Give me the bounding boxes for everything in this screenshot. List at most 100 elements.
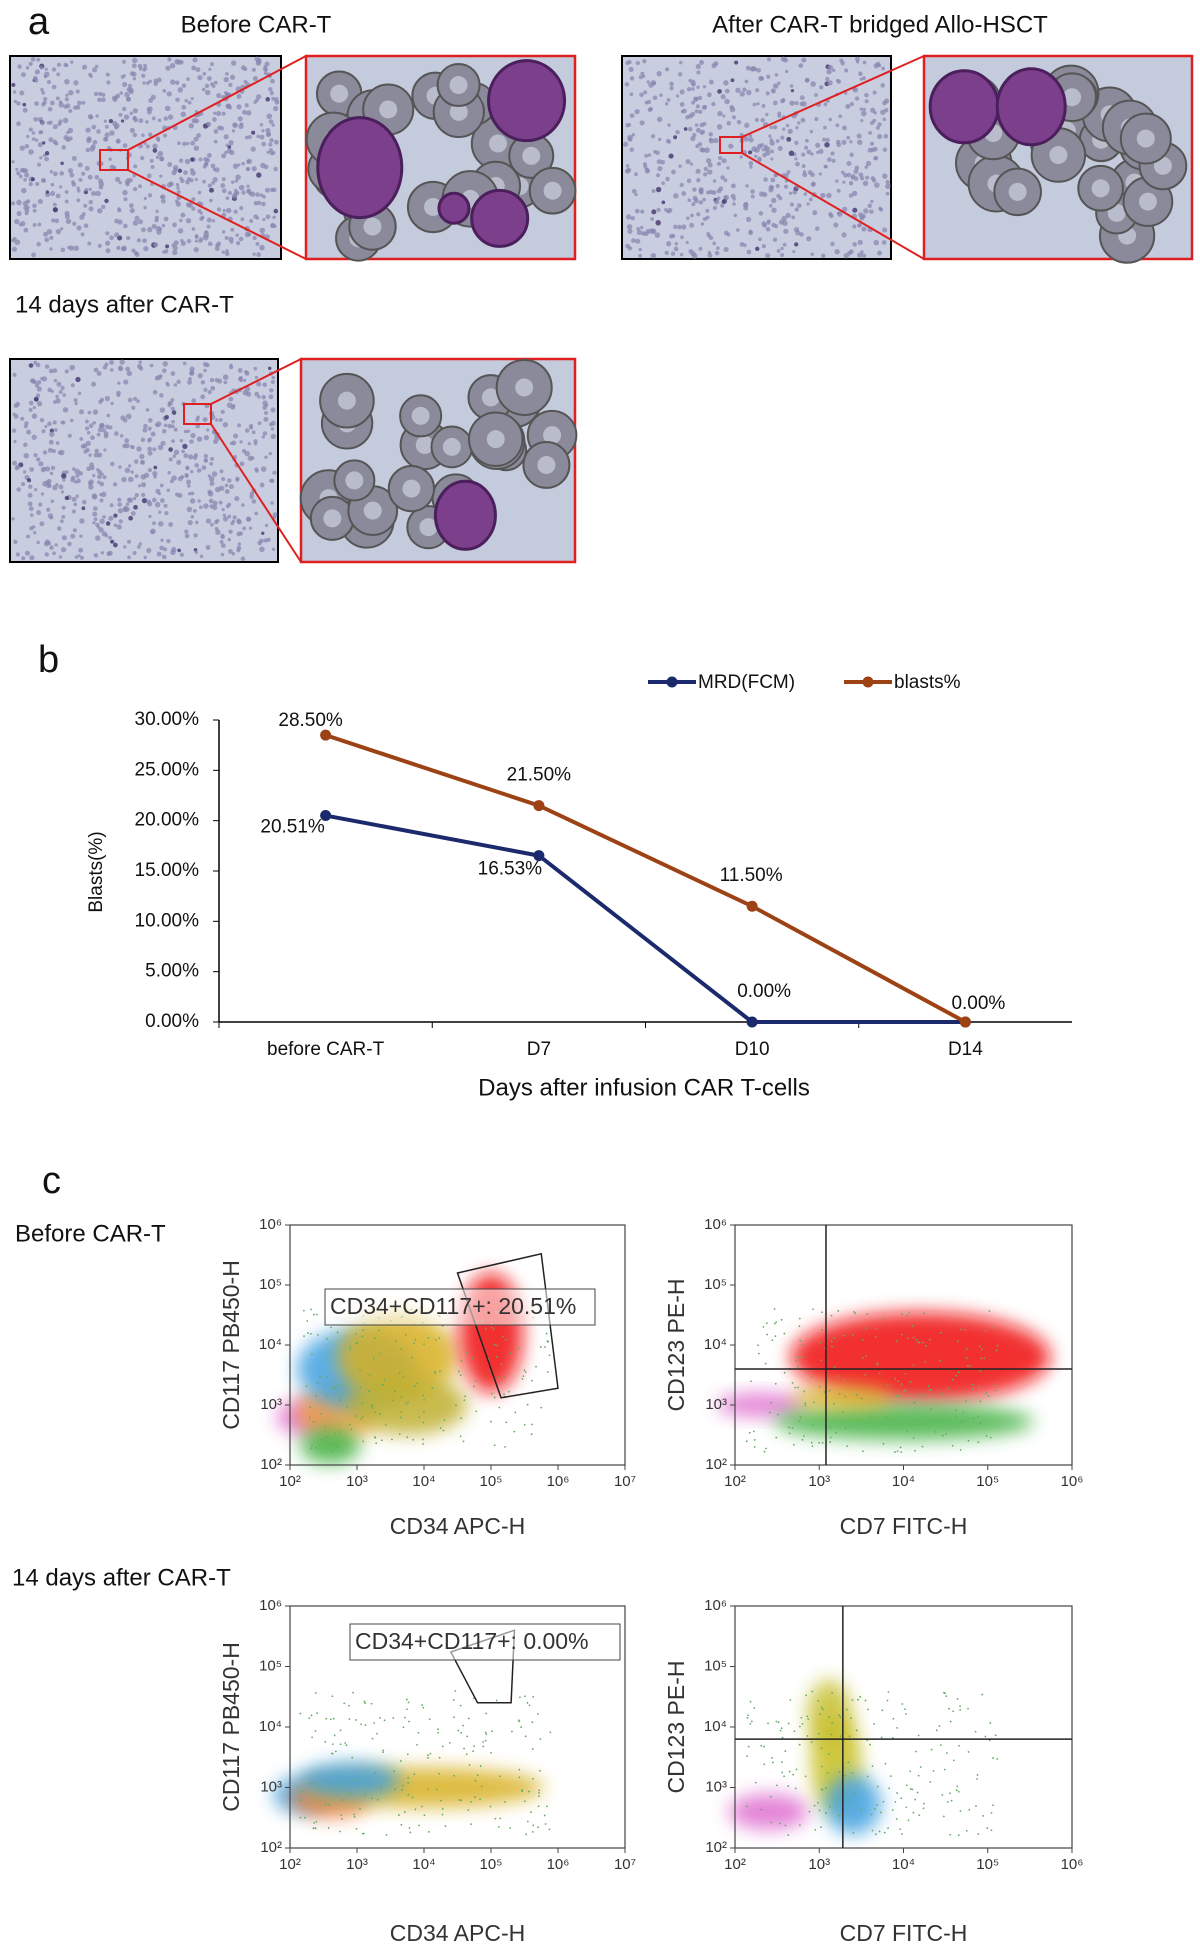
event-dot	[967, 1707, 969, 1710]
event-dot	[896, 1450, 899, 1453]
event-dot	[949, 1792, 951, 1795]
cell	[177, 476, 183, 482]
cell	[65, 470, 69, 474]
cell	[712, 241, 717, 246]
cell	[94, 448, 99, 454]
cell	[206, 224, 211, 229]
event-dot	[326, 1376, 329, 1378]
cell	[193, 533, 198, 538]
cell	[147, 450, 153, 456]
cell	[690, 213, 694, 218]
event-dot	[324, 1436, 327, 1439]
cell	[52, 551, 56, 556]
cell	[14, 465, 20, 471]
event-dot	[760, 1744, 763, 1747]
event-dot	[406, 1753, 409, 1756]
event-dot	[439, 1370, 441, 1373]
cell	[177, 168, 183, 173]
cell	[726, 121, 731, 126]
cell	[99, 518, 105, 525]
event-dot	[944, 1692, 946, 1695]
cell	[62, 407, 69, 413]
cell	[690, 136, 696, 142]
cell	[255, 241, 260, 246]
red-cell-center	[323, 509, 342, 528]
event-dot	[943, 1768, 946, 1771]
event-dot	[828, 1389, 831, 1392]
event-dot	[912, 1811, 915, 1814]
y-axis-title: CD117 PB450-H	[218, 1642, 244, 1812]
cell	[60, 547, 67, 553]
event-dot	[894, 1451, 896, 1453]
event-dot	[339, 1729, 342, 1732]
event-dot	[495, 1355, 498, 1358]
event-dot	[754, 1781, 757, 1784]
event-dot	[310, 1308, 312, 1311]
cell	[57, 526, 62, 531]
cell	[215, 110, 222, 117]
cell	[743, 136, 749, 142]
cell	[189, 370, 195, 376]
event-dot	[853, 1311, 856, 1313]
event-dot	[799, 1339, 802, 1342]
cell	[76, 225, 82, 231]
event-dot	[923, 1312, 925, 1315]
event-dot	[518, 1776, 521, 1779]
event-dot	[400, 1823, 403, 1826]
x-tick-label: 10⁶	[1061, 1473, 1084, 1490]
cell	[145, 144, 150, 149]
cell	[104, 132, 110, 138]
cell	[55, 441, 60, 445]
cell	[778, 196, 783, 201]
cell	[22, 102, 27, 107]
event-dot	[535, 1365, 537, 1368]
cell	[237, 116, 243, 122]
cell	[133, 505, 138, 510]
cell	[835, 123, 840, 128]
cell	[852, 224, 857, 229]
cell	[49, 235, 54, 240]
cell	[91, 190, 97, 196]
cell	[88, 206, 94, 212]
event-dot	[427, 1830, 430, 1833]
event-dot	[788, 1426, 791, 1429]
cell	[149, 158, 154, 163]
cell	[190, 140, 196, 146]
cell	[765, 112, 769, 117]
cell	[126, 413, 132, 420]
cell	[843, 172, 848, 178]
red-cell-center	[402, 479, 421, 498]
cell	[842, 125, 847, 131]
cell	[748, 161, 754, 166]
cell	[754, 117, 759, 122]
cell	[801, 152, 806, 157]
red-cell-center	[543, 426, 562, 445]
cell	[222, 374, 229, 380]
cell	[708, 79, 714, 85]
event-dot	[956, 1697, 959, 1700]
event-dot	[368, 1373, 371, 1376]
event-dot	[820, 1747, 823, 1750]
event-dot	[471, 1357, 474, 1360]
cell	[839, 58, 844, 63]
cell	[96, 371, 102, 376]
cell	[50, 100, 55, 106]
event-dot	[546, 1371, 549, 1373]
cell	[143, 245, 149, 252]
event-dot	[361, 1335, 364, 1338]
cell	[71, 180, 75, 185]
cell	[141, 227, 146, 233]
event-dot	[832, 1402, 835, 1405]
event-dot	[455, 1404, 457, 1407]
cell	[187, 520, 193, 526]
cell	[686, 86, 692, 92]
cell	[648, 82, 654, 88]
event-dot	[907, 1819, 910, 1822]
cell	[636, 227, 641, 231]
event-dot	[967, 1439, 970, 1442]
red-cell-center	[1063, 88, 1082, 107]
cell	[126, 497, 132, 503]
cell	[221, 250, 225, 254]
cell	[188, 123, 194, 129]
event-dot	[480, 1785, 483, 1788]
